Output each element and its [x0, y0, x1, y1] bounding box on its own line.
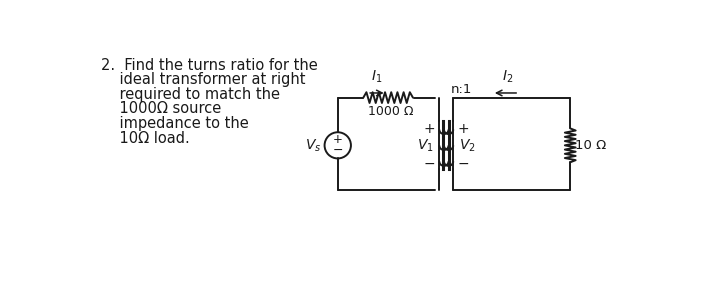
Text: −: −	[332, 144, 343, 157]
Text: $V_1$: $V_1$	[417, 137, 434, 154]
Text: 1000 Ω: 1000 Ω	[368, 105, 414, 118]
Text: $V_2$: $V_2$	[459, 137, 475, 154]
Text: $I_2$: $I_2$	[502, 69, 513, 85]
Text: +: +	[333, 133, 342, 146]
Text: $I_1$: $I_1$	[370, 69, 382, 85]
Text: 10 Ω: 10 Ω	[575, 139, 606, 152]
Text: n:1: n:1	[451, 83, 472, 96]
Text: impedance to the: impedance to the	[101, 116, 248, 131]
Text: $V_s$: $V_s$	[305, 137, 322, 154]
Text: −: −	[424, 157, 435, 170]
Text: 1000Ω source: 1000Ω source	[101, 101, 221, 116]
Text: ideal transformer at right: ideal transformer at right	[101, 72, 305, 87]
Text: +: +	[424, 122, 435, 136]
Text: 10Ω load.: 10Ω load.	[101, 131, 190, 146]
Text: required to match the: required to match the	[101, 87, 279, 102]
Text: 2.  Find the turns ratio for the: 2. Find the turns ratio for the	[101, 58, 317, 73]
Text: +: +	[457, 122, 469, 136]
Text: −: −	[457, 157, 469, 170]
